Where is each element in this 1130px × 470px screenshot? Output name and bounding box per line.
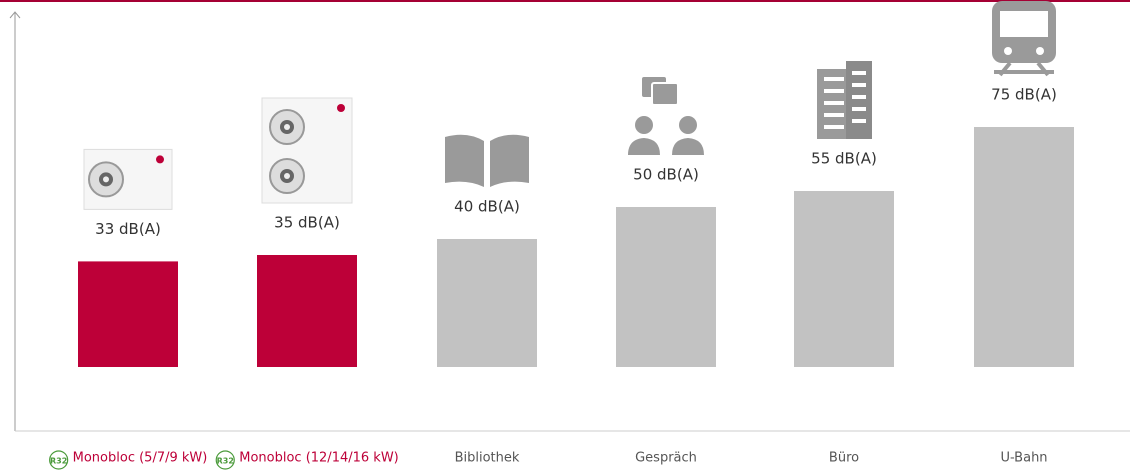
value-label: 75 dB(A)	[991, 86, 1057, 104]
value-label: 33 dB(A)	[95, 220, 161, 238]
book-icon	[445, 135, 529, 187]
badge-label: R32	[217, 457, 234, 466]
value-label: 40 dB(A)	[454, 198, 520, 216]
value-label: 50 dB(A)	[633, 166, 699, 184]
value-label: 35 dB(A)	[274, 214, 340, 232]
bar	[257, 255, 357, 367]
bar	[974, 127, 1074, 367]
train-icon	[992, 1, 1056, 75]
value-label: 55 dB(A)	[811, 150, 877, 168]
bar	[437, 239, 537, 367]
bar	[616, 207, 716, 367]
category-label: Bibliothek	[455, 451, 520, 466]
unit-large-icon	[262, 98, 352, 203]
category-label: Monobloc (12/14/16 kW)	[239, 451, 399, 466]
building-icon	[817, 61, 872, 139]
chart: 33 dB(A) Monobloc (5/7/9 kW) R32 35 dB(A) Mo…	[0, 0, 1130, 470]
page: {"chart_data": {"type": "bar", "categori…	[0, 0, 1130, 470]
conversation-icon	[628, 77, 704, 155]
badge-label: R32	[50, 457, 67, 466]
category-label: Gespräch	[635, 451, 697, 466]
bar	[794, 191, 894, 367]
unit-small-icon	[84, 149, 172, 209]
category-label: U-Bahn	[1000, 451, 1047, 466]
category-label: Büro	[829, 451, 859, 466]
category-label: Monobloc (5/7/9 kW)	[73, 451, 208, 466]
bar	[78, 261, 178, 367]
